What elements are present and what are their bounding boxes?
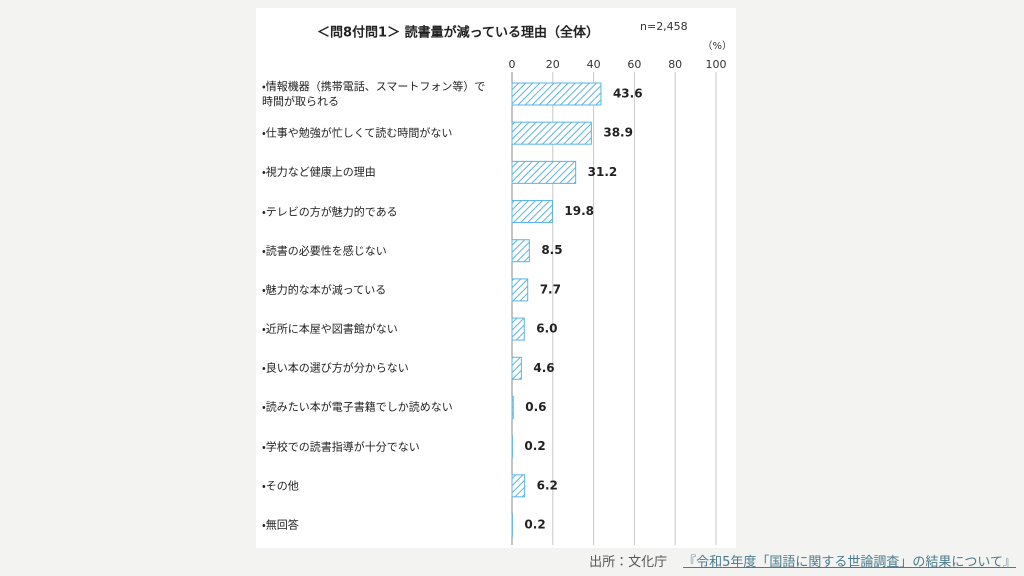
category-label: ・近所に本屋や図書館がない: [262, 322, 398, 336]
chart-panel: [256, 8, 736, 548]
category-label: ・読みたい本が電子書籍でしか読めない: [262, 400, 453, 414]
value-label: 0.2: [524, 518, 545, 532]
value-label: 4.6: [533, 361, 554, 375]
bar: [511, 160, 577, 184]
unit-label: （%）: [702, 40, 732, 52]
x-tick-label: 0: [509, 58, 516, 71]
value-label: 0.6: [525, 400, 546, 414]
x-tick-label: 80: [668, 58, 682, 71]
value-label: 19.8: [564, 204, 594, 218]
value-label: 7.7: [540, 282, 561, 296]
value-label: 31.2: [588, 165, 618, 179]
value-label: 0.2: [524, 439, 545, 453]
x-tick-label: 20: [546, 58, 560, 71]
x-tick-label: 100: [706, 58, 727, 71]
x-tick-label: 40: [587, 58, 601, 71]
value-label: 6.2: [537, 478, 558, 492]
category-label: ・良い本の選び方が分からない: [262, 361, 409, 375]
chart-title: ＜問8付問1＞ 読書量が減っている理由（全体）: [317, 25, 599, 41]
x-tick-label: 60: [627, 58, 641, 71]
category-label: ・仕事や勉強が忙しくて読む時間がない: [262, 126, 453, 140]
source-link[interactable]: 『令和5年度「国語に関する世論調査」の結果について』: [683, 555, 1016, 570]
sample-size: n=2,458: [640, 20, 688, 33]
category-label: ・その他: [262, 479, 299, 493]
bar: [511, 278, 529, 302]
category-label: ・魅力的な本が減っている: [262, 283, 387, 297]
source-text: 出所：文化庁: [589, 555, 668, 570]
value-label: 43.6: [613, 87, 643, 101]
category-label: ・情報機器（携帯電話、スマートフォン等）で 時間が取られる: [262, 80, 486, 108]
value-label: 38.9: [603, 126, 633, 140]
bar: [511, 121, 592, 145]
category-label: ・学校での読書指導が十分でない: [262, 440, 420, 454]
source: 出所：文化庁 『令和5年度「国語に関する世論調査」の結果について』: [589, 551, 1016, 570]
bar: [511, 82, 602, 106]
category-label: ・無回答: [262, 518, 299, 532]
bar: [511, 200, 553, 224]
category-label: ・テレビの方が魅力的である: [262, 205, 398, 219]
bar: [511, 395, 514, 419]
category-label: ・視力など健康上の理由: [262, 165, 376, 179]
value-label: 8.5: [541, 243, 562, 257]
bar: [511, 239, 530, 263]
bar: [511, 474, 526, 498]
bar: [511, 356, 522, 380]
category-label: ・読書の必要性を感じない: [262, 244, 387, 258]
value-label: 6.0: [536, 322, 557, 336]
bar: [511, 317, 525, 341]
